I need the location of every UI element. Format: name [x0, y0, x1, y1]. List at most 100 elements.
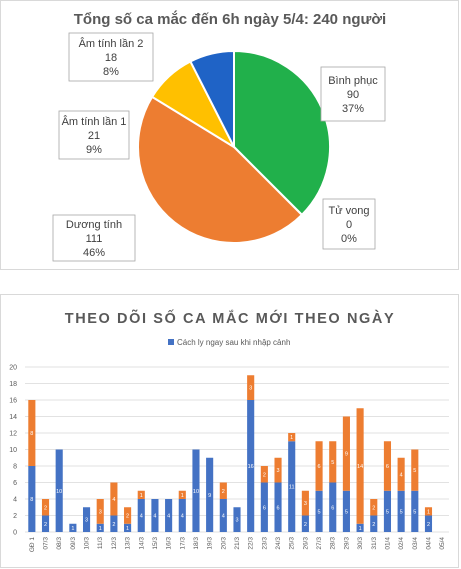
callout-box [68, 32, 154, 82]
bar-segment-quarantine [206, 457, 214, 532]
bar-segment-quarantine [124, 523, 132, 532]
pie-callout: Tử vong 0 0% [322, 198, 376, 250]
bar-data-label: 10 [193, 489, 199, 495]
bar-data-label: 2 [44, 522, 47, 528]
pie-callout: Bình phục 90 37% [320, 66, 386, 122]
x-tick-label: 12/3 [111, 537, 118, 550]
x-tick-label: 10/3 [84, 537, 91, 550]
bar-segment-quarantine [260, 482, 268, 532]
legend-swatch [168, 339, 174, 345]
pie-chart-panel: Tổng số ca mắc đến 6h ngày 5/4: 240 ngườ… [0, 0, 459, 270]
bar-segment-other [411, 449, 419, 491]
slice-percent: 46% [83, 247, 105, 259]
bar-segment-quarantine [151, 499, 159, 532]
x-tick-label: 25/3 [289, 537, 296, 550]
y-tick-label: 4 [13, 497, 17, 504]
bar-chart-title: THEO DÕI SỐ CA MẮC MỚI THEO NGÀY [65, 309, 395, 327]
bar-data-label: 2 [304, 522, 307, 528]
callout-box [320, 66, 386, 122]
bar-data-label: 1 [359, 526, 362, 532]
bar-data-label: 3 [277, 468, 280, 474]
y-tick-label: 18 [9, 381, 17, 388]
bar-segment-other [329, 441, 337, 483]
x-tick-label: 27/3 [316, 537, 323, 550]
slice-value: 0 [346, 219, 352, 231]
x-tick-label: 30/3 [357, 537, 364, 550]
bar-data-label: 2 [112, 522, 115, 528]
bar-segment-other [260, 466, 268, 483]
bar-segment-quarantine [411, 490, 419, 532]
bar-segment-quarantine [288, 441, 296, 532]
bar-data-label: 5 [413, 509, 416, 515]
bar-segment-quarantine [301, 515, 309, 532]
bar-data-label: 5 [331, 460, 334, 466]
slice-value: 90 [347, 89, 359, 101]
slice-value: 21 [88, 130, 100, 142]
x-tick-label: 18/3 [193, 537, 200, 550]
x-tick-label: 04/4 [425, 537, 432, 550]
callout-box [52, 214, 136, 262]
bar-data-label: 8 [30, 497, 33, 503]
bar-segment-other [301, 490, 309, 516]
bar-segment-quarantine [247, 400, 255, 532]
pie-slice [189, 49, 235, 148]
y-tick-label: 8 [13, 464, 17, 471]
x-tick-label: 09/3 [70, 537, 77, 550]
y-tick-label: 6 [13, 480, 17, 487]
bar-data-label: 2 [222, 489, 225, 495]
x-tick-label: 28/3 [330, 537, 337, 550]
bar-segment-quarantine [96, 523, 104, 532]
bar-data-label: 1 [71, 526, 74, 532]
bar-data-label: 3 [304, 501, 307, 507]
bar-segment-other [41, 499, 50, 516]
x-tick-label: 15/3 [152, 537, 159, 550]
bar-segment-other [370, 499, 378, 516]
bar-segment-quarantine [274, 482, 282, 532]
slice-label: Âm tính lần 2 [79, 37, 144, 50]
bar-data-label: 2 [44, 505, 47, 511]
slice-percent: 37% [342, 103, 364, 115]
slice-label: Âm tính lần 1 [62, 115, 127, 128]
bar-segment-other [219, 482, 227, 499]
bar-segment-other [178, 490, 186, 499]
bar-segment-quarantine [370, 515, 378, 532]
bar-segment-quarantine [165, 499, 173, 532]
x-tick-label: 20/3 [220, 537, 227, 550]
legend-label: Cách ly ngay sau khi nhập cảnh [177, 338, 290, 347]
bar-data-label: 4 [400, 472, 403, 478]
bar-chart: THEO DÕI SỐ CA MẮC MỚI THEO NGÀY Cách ly… [9, 309, 449, 552]
bar-data-label: 5 [400, 509, 403, 515]
y-tick-label: 0 [13, 530, 17, 537]
bar-data-label: 11 [289, 485, 295, 491]
bar-segment-quarantine [383, 490, 392, 532]
pie-slice [137, 95, 304, 244]
bar-data-label: 1 [140, 493, 143, 499]
bar-segment-other [383, 441, 392, 491]
slice-label: Dương tính [66, 219, 122, 231]
bar-segment-quarantine [397, 490, 405, 532]
bar-data-label: 1 [181, 493, 184, 499]
bar-segment-other [424, 507, 433, 516]
bar-segment-other [356, 408, 364, 524]
bar-data-label: 6 [318, 464, 321, 470]
bar-segment-quarantine [178, 499, 186, 532]
bar-segment-quarantine [219, 499, 227, 532]
bar-data-label: 9 [345, 452, 348, 458]
bar-segment-other [110, 482, 118, 516]
bar-data-label: 6 [263, 505, 266, 511]
bar-data-label: 2 [263, 472, 266, 478]
bar-data-label: 3 [85, 518, 88, 524]
x-tick-label: 01/4 [384, 537, 391, 550]
bar-segment-other [124, 507, 132, 524]
bar-data-label: 10 [56, 489, 62, 495]
bar-data-label: 4 [153, 514, 156, 520]
pie-callout: Dương tính 111 46% [52, 214, 136, 262]
bar-data-label: 4 [167, 514, 170, 520]
bar-segment-other [137, 490, 145, 499]
x-tick-label: 24/3 [275, 537, 282, 550]
bar-segment-quarantine [69, 523, 77, 532]
bar-segment-quarantine [41, 515, 50, 532]
bar-segment-other [96, 499, 104, 524]
x-tick-label: 16/3 [166, 537, 173, 550]
bar-data-label: 1 [290, 435, 293, 441]
